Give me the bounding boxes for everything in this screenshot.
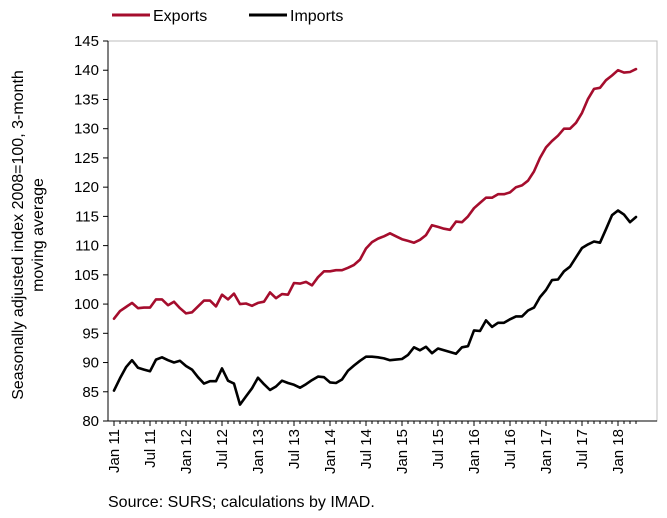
x-axis: Jan 11 Jul 11 Jan 12 Jul 12 Jan 13 Jul 13 Jan … [106,420,657,474]
plot-area-frame [107,40,658,422]
y-tick-label: 80 [82,413,99,430]
x-tick-label: Jan 12 [178,429,195,474]
y-tick-label: 125 [74,150,99,167]
x-tick-label: Jul 12 [214,429,231,469]
y-tick-label: 110 [75,238,99,255]
x-tick-label: Jan 11 [106,429,123,473]
y-tick-label: 145 [74,33,99,50]
y-tick-label: 115 [75,208,99,225]
y-axis-title-line-1: Seasonally adjusted index 2008=100, 3-mo… [10,70,27,400]
y-tick-label: 120 [74,179,99,196]
x-tick-label: Jul 15 [430,429,447,469]
y-tick-label: 140 [74,62,99,79]
series-layer [112,67,638,406]
series-line-imports [112,209,638,406]
x-tick-label: Jul 13 [286,429,303,469]
x-tick-label: Jan 18 [610,429,627,474]
source-note: Source: SURS; calculations by IMAD. [108,494,375,511]
x-tick-label: Jan 17 [538,429,555,474]
y-tick-label: 100 [74,296,99,313]
y-tick-label: 130 [74,121,99,138]
y-axis-title-line-2: moving average [30,178,47,292]
legend-label-exports: Exports [153,8,207,25]
legend-label-imports: Imports [290,8,343,25]
x-tick-label: Jan 15 [394,429,411,474]
x-tick-label: Jan 13 [250,429,267,474]
x-tick-label: Jul 11 [142,429,159,468]
x-tick-label: Jan 16 [466,429,483,474]
series-line-exports [112,67,638,321]
y-tick-label: 95 [82,325,99,342]
x-tick-label: Jul 16 [502,429,519,469]
x-tick-label: Jul 17 [574,429,591,469]
legend: Exports Imports [112,8,343,25]
x-tick-label: Jan 14 [322,429,339,474]
y-tick-label: 85 [82,384,99,401]
y-axis: 80 85 90 95 100 105 110 115 120 125 130 135 140 145 [74,33,109,430]
y-axis-title: Seasonally adjusted index 2008=100, 3-mo… [10,70,47,400]
y-tick-label: 105 [74,267,99,284]
x-tick-label: Jul 14 [358,429,375,469]
y-tick-label: 90 [82,355,99,372]
y-tick-label: 135 [74,91,99,108]
